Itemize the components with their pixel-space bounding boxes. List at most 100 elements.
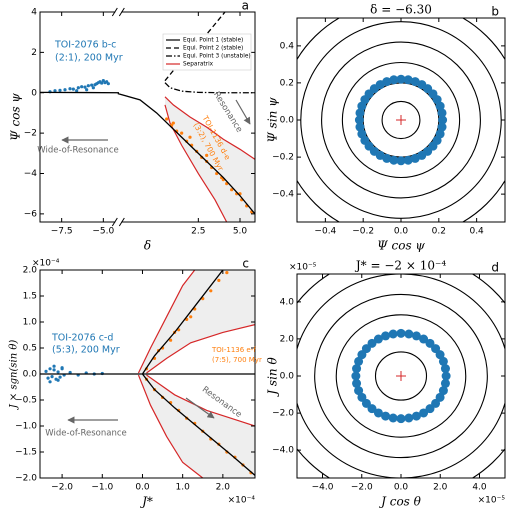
y-offset-label: ×10⁻⁵ (289, 263, 317, 273)
x-tick-label: 2.0 (216, 483, 231, 493)
plot-area (297, 18, 505, 222)
contour (297, 18, 505, 222)
y-axis-label: J × sgn(sin θ) (9, 340, 20, 411)
point (441, 371, 451, 381)
point (52, 368, 56, 372)
series-label: (2:1), 200 Myr (55, 53, 123, 64)
point (58, 88, 62, 92)
point (440, 378, 450, 388)
contour (335, 314, 467, 438)
point (438, 386, 448, 396)
point (230, 188, 234, 192)
y-tick-label: −6 (24, 209, 38, 219)
y-axis-label: Ψ cos ψ (9, 93, 23, 141)
point (46, 376, 50, 380)
series-label: (5:3), 200 Myr (52, 345, 120, 356)
y-tick-label: 0.0 (280, 372, 295, 382)
y-axis-label: Ψ sin ψ (266, 97, 280, 143)
separatrix-line (137, 270, 196, 374)
axis-break (111, 7, 125, 17)
y-tick-label: 1.0 (23, 318, 38, 328)
point (425, 338, 435, 348)
y-tick-label: −2.0 (15, 474, 37, 484)
point (396, 414, 406, 424)
point (169, 338, 173, 342)
point (165, 117, 169, 121)
y-tick-label: −0.2 (272, 153, 294, 163)
y-tick-label: 0.5 (23, 344, 37, 354)
separatrix-line (164, 104, 228, 222)
point (225, 271, 229, 275)
x-axis-label: J* (139, 495, 153, 509)
point (53, 89, 57, 93)
series-label: TOI-1136 e-f (211, 346, 256, 354)
contour (314, 293, 488, 459)
point (437, 122, 447, 132)
x-tick-label: −5.0 (92, 227, 114, 237)
equilibrium-marker (396, 115, 406, 125)
series-label: TOI-2076 c-d (51, 333, 113, 344)
y-tick-label: −2.0 (272, 409, 294, 419)
point (357, 350, 367, 360)
point (91, 86, 95, 90)
curve (164, 82, 255, 94)
point (419, 334, 429, 344)
point (171, 121, 175, 125)
point (357, 101, 367, 111)
y-tick-label: 2.0 (23, 266, 38, 276)
point (435, 129, 445, 139)
y-tick-label: 0 (31, 88, 37, 98)
point (60, 366, 64, 370)
point (354, 386, 364, 396)
point (351, 371, 361, 381)
panel-label: a (242, 0, 249, 13)
plot-area (40, 12, 255, 222)
curve (40, 91, 255, 215)
y-tick-label: 0.2 (280, 78, 294, 88)
y-tick-label: 0.4 (280, 41, 295, 51)
y-tick-label: 1.5 (23, 292, 37, 302)
x-tick-label: 0.0 (394, 483, 409, 493)
x-tick-label: 0.2 (432, 227, 446, 237)
annotation-arrow (235, 99, 251, 125)
panel-title: δ = −6.30 (370, 3, 432, 17)
point (44, 369, 48, 373)
point (435, 392, 445, 402)
point (52, 364, 56, 368)
x-tick-label: 5.0 (233, 227, 248, 237)
point (71, 87, 75, 91)
x-tick-label: 1.0 (175, 483, 190, 493)
x-tick-label: 0.0 (394, 227, 409, 237)
separatrix-line (137, 374, 204, 478)
plot-area (40, 270, 255, 478)
point (440, 364, 450, 374)
x-tick-label: 4.0 (472, 483, 487, 493)
point (205, 153, 209, 157)
point (209, 289, 213, 293)
axis-break-gap (115, 220, 122, 224)
point (217, 278, 221, 282)
point (373, 408, 383, 418)
point (367, 404, 377, 414)
axes-frame (39, 11, 256, 223)
y-axis-label: J sin θ (266, 357, 280, 398)
point (354, 356, 364, 366)
x-tick-label: 0.4 (469, 227, 484, 237)
point (68, 87, 72, 91)
point (189, 315, 193, 319)
contour (374, 351, 428, 401)
point (410, 77, 420, 87)
point (396, 74, 406, 84)
y-tick-label: 4.0 (280, 297, 295, 307)
point (411, 411, 421, 421)
panel-label: c (242, 257, 249, 271)
point (381, 331, 391, 341)
y-tick-label: −2 (24, 129, 37, 139)
x-axis-label: δ (144, 239, 151, 253)
legend-label: Equi. Point 3 (unstable) (183, 54, 251, 60)
y-tick-label: 2.0 (280, 334, 295, 344)
annotation: Wide-of-Resonance (45, 429, 127, 439)
x-tick-label: −7.5 (51, 227, 73, 237)
curve (141, 270, 224, 375)
